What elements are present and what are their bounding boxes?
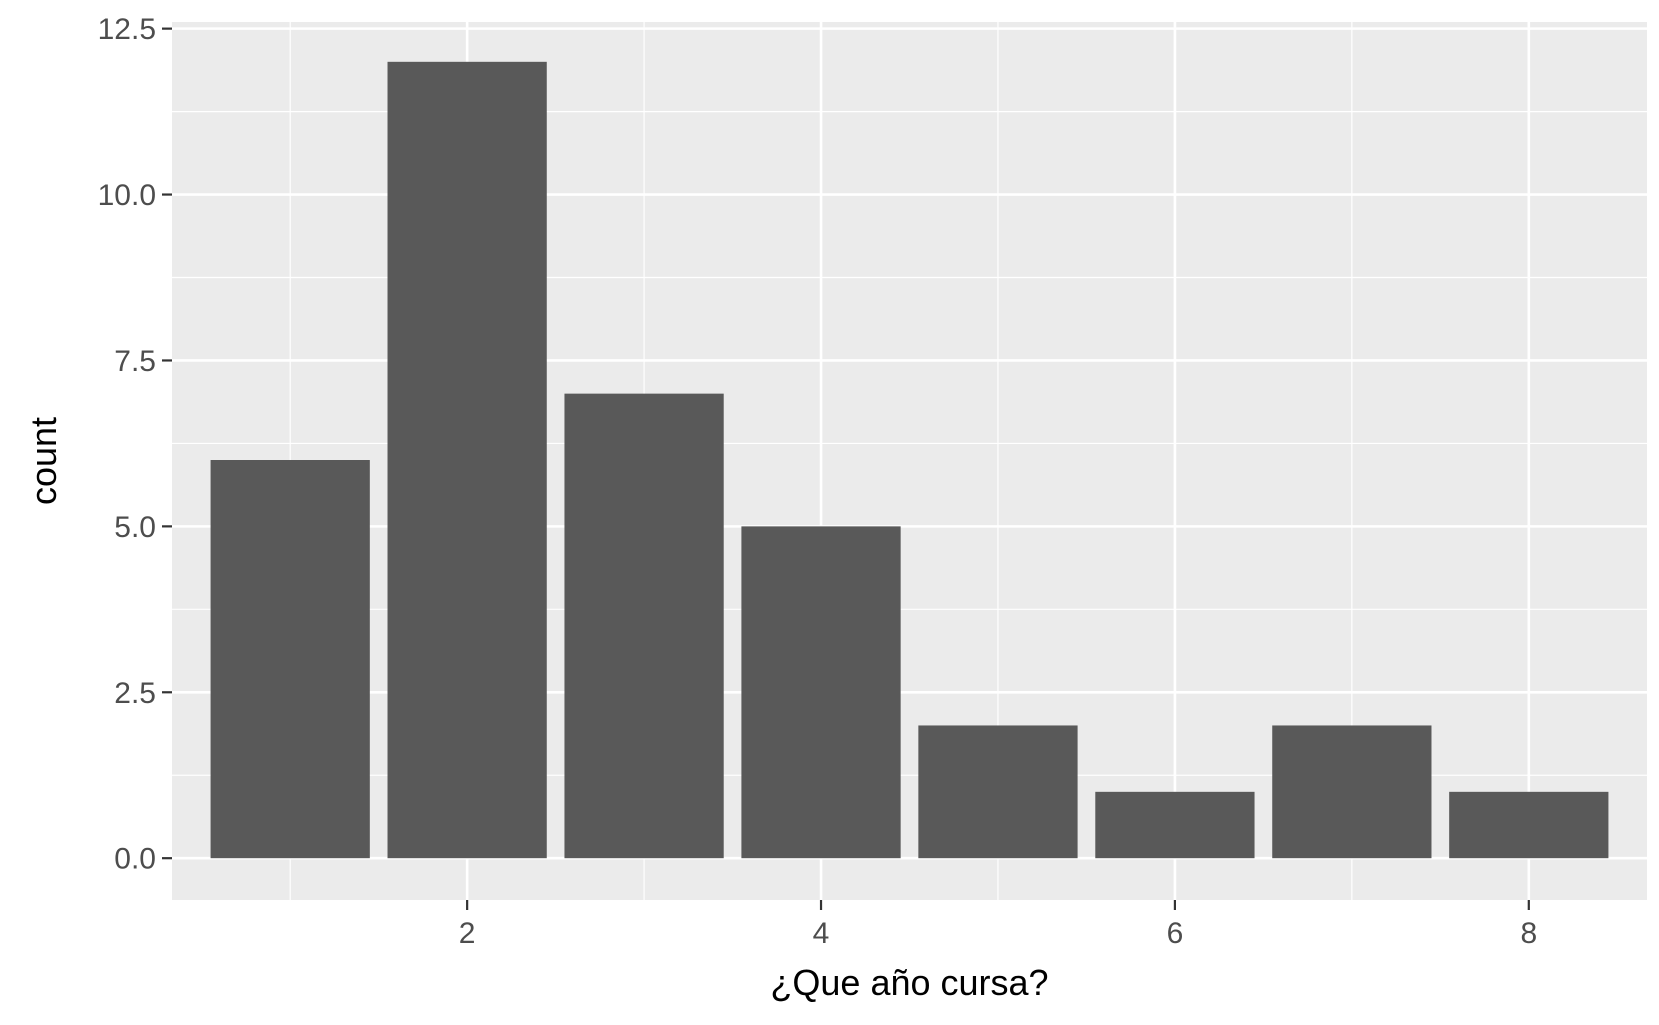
bar: [1449, 791, 1609, 859]
bar: [918, 725, 1078, 859]
x-tick-label: 2: [459, 917, 476, 950]
y-axis-title: count: [23, 417, 64, 505]
y-axis: 0.0 2.5 5.0 7.5 10.0 12.5: [98, 13, 172, 876]
bar: [1272, 725, 1432, 859]
y-tick-label: 12.5: [98, 13, 156, 46]
y-tick-label: 10.0: [98, 179, 156, 212]
x-tick-label: 6: [1167, 917, 1184, 950]
y-tick-label: 0.0: [114, 843, 156, 876]
x-axis-title: ¿Que año cursa?: [770, 962, 1048, 1003]
bars: [210, 61, 1609, 859]
bar: [564, 393, 724, 859]
y-tick-label: 5.0: [114, 511, 156, 544]
bar: [387, 61, 547, 859]
y-tick-label: 7.5: [114, 345, 156, 378]
bar: [741, 526, 901, 859]
y-tick-label: 2.5: [114, 677, 156, 710]
bar: [210, 460, 370, 859]
x-tick-label: 4: [813, 917, 830, 950]
x-tick-label: 8: [1520, 917, 1537, 950]
bar: [1095, 791, 1255, 859]
x-axis: 2 4 6 8: [459, 900, 1537, 950]
